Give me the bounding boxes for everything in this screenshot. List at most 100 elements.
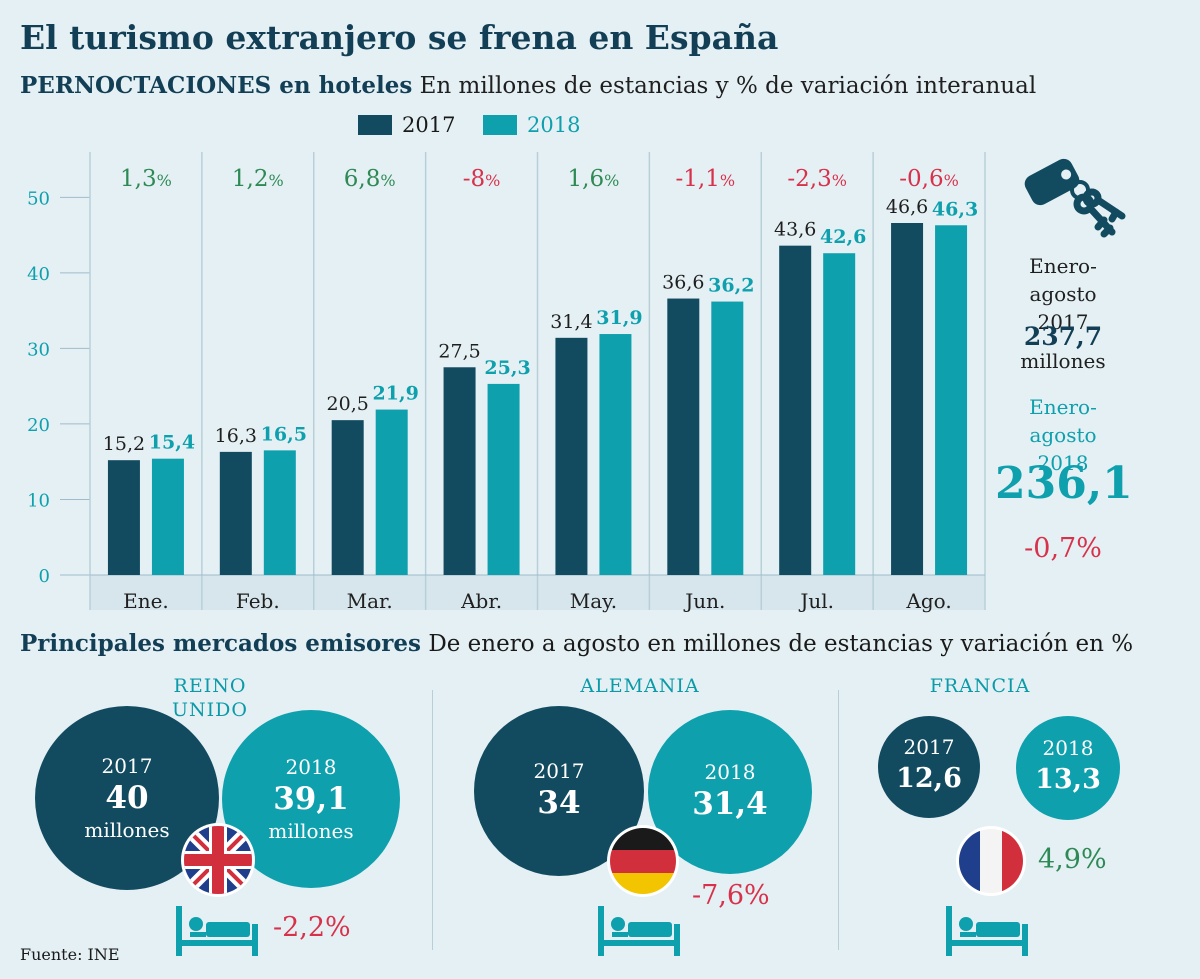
france-flag-icon bbox=[956, 826, 1026, 896]
legend-label-2017: 2017 bbox=[402, 113, 456, 137]
page-title: El turismo extranjero se frena en España bbox=[20, 18, 779, 57]
country-label-germany: ALEMANIA bbox=[580, 675, 700, 697]
summary-change: -0,7% bbox=[1024, 533, 1102, 564]
subtitle-rest: En millones de estancias y % de variació… bbox=[419, 73, 1037, 99]
subtitle-bold: PERNOCTACIONES en hoteles bbox=[20, 72, 413, 99]
bar-2018 bbox=[823, 253, 856, 575]
bar-2018 bbox=[935, 225, 968, 575]
country-label-france: FRANCIA bbox=[929, 675, 1031, 697]
bar-2017 bbox=[219, 451, 252, 575]
variation-label: 1,2% bbox=[232, 166, 284, 192]
bar-2017 bbox=[779, 245, 812, 575]
bar-2017 bbox=[331, 420, 364, 575]
legend-swatch-2017 bbox=[358, 115, 392, 135]
markets-title-bold: Principales mercados emisores bbox=[20, 630, 421, 657]
bubble-germany-2018-year: 2018 bbox=[704, 760, 756, 784]
legend-2017: 2017 bbox=[358, 113, 455, 137]
source-note: Fuente: INE bbox=[20, 945, 120, 964]
data-label-2018: 46,3 bbox=[932, 198, 978, 220]
data-label-2018: 25,3 bbox=[484, 357, 530, 379]
bar-2018 bbox=[599, 334, 632, 575]
legend-swatch-2018 bbox=[483, 115, 517, 135]
uk-flag-icon bbox=[181, 823, 255, 897]
summary-2018-value: 236,1 bbox=[995, 458, 1133, 509]
country-uk-l1: REINO bbox=[173, 675, 247, 697]
y-tick-label: 0 bbox=[39, 566, 50, 587]
data-label-2018: 31,9 bbox=[596, 307, 642, 329]
x-tick-label: Ago. bbox=[905, 589, 951, 613]
y-tick-label: 50 bbox=[27, 188, 50, 209]
y-tick-label: 20 bbox=[27, 415, 50, 436]
x-tick-label: Feb. bbox=[236, 589, 280, 613]
bubble-germany-2018-value: 31,4 bbox=[692, 786, 768, 822]
bubble-uk-2018-year: 2018 bbox=[285, 755, 337, 779]
summary-2017-label: Enero-agosto 2017 bbox=[1003, 252, 1123, 336]
markets-title: Principales mercados emisores De enero a… bbox=[20, 630, 1133, 657]
data-label-2018: 42,6 bbox=[820, 226, 866, 248]
bar-2018 bbox=[263, 450, 296, 575]
germany-flag-icon bbox=[607, 825, 679, 897]
bar-2018 bbox=[487, 383, 520, 575]
data-label-2018: 21,9 bbox=[373, 383, 419, 405]
country-uk-l2: UNIDO bbox=[172, 699, 248, 721]
x-tick-label: Ene. bbox=[123, 589, 169, 613]
bar-2017 bbox=[555, 337, 588, 575]
summary-2018-label: Enero-agosto 2018 bbox=[1003, 393, 1123, 477]
chart-subtitle: PERNOCTACIONES en hoteles En millones de… bbox=[20, 72, 1036, 99]
data-label-2017: 46,6 bbox=[886, 196, 928, 218]
data-label-2017: 27,5 bbox=[438, 340, 480, 362]
bubble-france-2017: 2017 12,6 bbox=[878, 716, 980, 818]
bar-2018 bbox=[711, 301, 744, 575]
bar-2017 bbox=[107, 460, 140, 575]
data-label-2017: 43,6 bbox=[774, 219, 816, 241]
summary-2018-label-l2: agosto 2018 bbox=[1029, 423, 1097, 475]
data-label-2017: 16,3 bbox=[215, 425, 257, 447]
x-tick-label: Jun. bbox=[683, 589, 725, 613]
bar-2018 bbox=[375, 409, 408, 575]
data-label-2017: 15,2 bbox=[103, 433, 145, 455]
data-label-2018: 15,4 bbox=[149, 432, 195, 454]
bar-2018 bbox=[151, 458, 184, 575]
variation-label: 1,3% bbox=[120, 166, 172, 192]
country-label-uk: REINO UNIDO bbox=[150, 674, 270, 722]
summary-2017-label-l1: Enero- bbox=[1029, 254, 1097, 278]
bubble-germany-2017-value: 34 bbox=[537, 785, 581, 821]
data-label-2017: 36,6 bbox=[662, 272, 704, 294]
legend-label-2018: 2018 bbox=[527, 113, 581, 137]
y-tick-label: 10 bbox=[27, 490, 50, 511]
keys-icon bbox=[1024, 158, 1126, 238]
data-label-2017: 20,5 bbox=[327, 393, 369, 415]
bubble-france-2018: 2018 13,3 bbox=[1016, 716, 1120, 820]
change-uk: -2,2% bbox=[273, 912, 351, 943]
x-tick-label: Jul. bbox=[798, 589, 834, 613]
bubble-uk-2018-unit: millones bbox=[268, 819, 354, 843]
bar-2017 bbox=[667, 298, 700, 575]
summary-2018-label-l1: Enero- bbox=[1029, 395, 1097, 419]
variation-label: 1,6% bbox=[568, 166, 620, 192]
variation-label: -8% bbox=[463, 166, 501, 192]
bubble-uk-2017-unit: millones bbox=[84, 818, 170, 842]
summary-2017-value: 237,7 bbox=[1023, 322, 1103, 351]
variation-label: -0,6% bbox=[899, 166, 959, 192]
summary-2017-label-l2: agosto 2017 bbox=[1029, 282, 1097, 334]
data-label-2018: 36,2 bbox=[708, 275, 754, 297]
bubble-france-2018-value: 13,3 bbox=[1035, 764, 1101, 795]
markets-divider-2 bbox=[838, 690, 839, 950]
bar-2017 bbox=[443, 367, 476, 575]
bed-icon-germany bbox=[598, 906, 680, 956]
variation-label: -2,3% bbox=[787, 166, 847, 192]
data-label-2018: 16,5 bbox=[261, 423, 307, 445]
markets-title-rest: De enero a agosto en millones de estanci… bbox=[428, 631, 1134, 657]
variation-label: -1,1% bbox=[676, 166, 736, 192]
change-france: 4,9% bbox=[1038, 844, 1107, 875]
bed-icon-france bbox=[946, 906, 1028, 956]
summary-2017-unit: millones bbox=[1020, 349, 1106, 373]
x-tick-label: Abr. bbox=[460, 589, 502, 613]
bar-chart: 0 10 20 30 40 50 15,2 15,4 1,3% Ene. 16,3 16,5 1,2% F… bbox=[27, 152, 986, 613]
bubble-france-2018-year: 2018 bbox=[1042, 736, 1094, 760]
markets-divider-1 bbox=[432, 690, 433, 950]
y-tick-label: 40 bbox=[27, 264, 50, 285]
variation-label: 6,8% bbox=[344, 166, 396, 192]
legend-2018: 2018 bbox=[483, 113, 580, 137]
change-germany: -7,6% bbox=[692, 880, 770, 911]
